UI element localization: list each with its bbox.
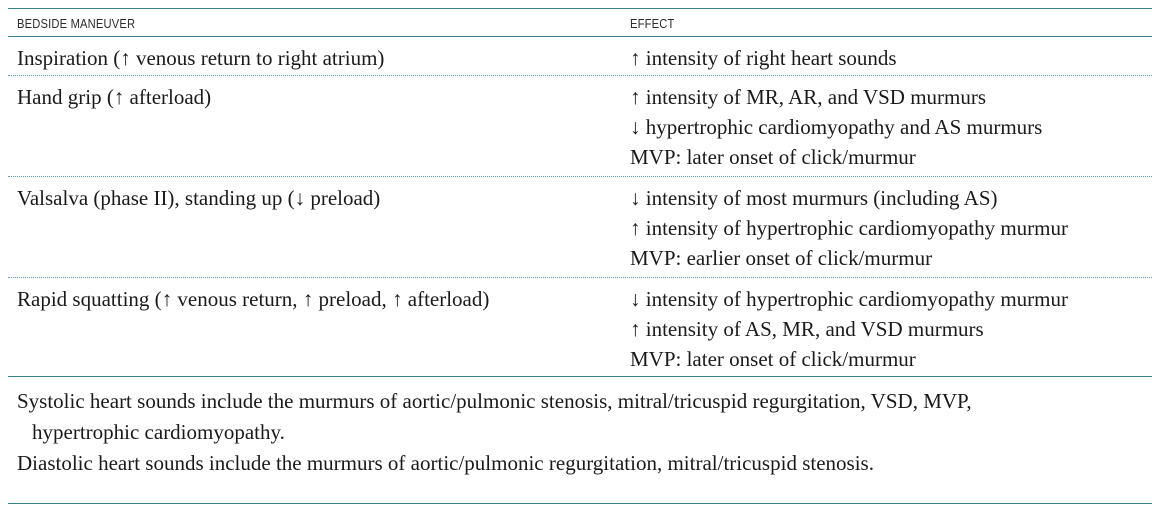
maneuver-cell: Valsalva (phase II), standing up (↓ prel…	[17, 186, 381, 210]
effect-cell: ↓ intensity of hypertrophic cardiomyopat…	[630, 284, 1068, 374]
effect-line: ↓ hypertrophic cardiomyopathy and AS mur…	[630, 115, 1043, 139]
table-row-hand-grip: Hand grip (↑ afterload) ↑ intensity of M…	[8, 76, 1152, 177]
header-effect: EFFECT	[630, 16, 675, 31]
effect-line: ↑ intensity of hypertrophic cardiomyopat…	[630, 216, 1068, 240]
effect-cell: ↑ intensity of right heart sounds	[630, 43, 897, 73]
maneuver-cell: Inspiration (↑ venous return to right at…	[17, 46, 385, 70]
maneuver-cell: Rapid squatting (↑ venous return, ↑ prel…	[17, 287, 490, 311]
top-rule	[8, 8, 1152, 9]
effect-line: MVP: later onset of click/murmur	[630, 347, 916, 371]
header-bedside-maneuver: BEDSIDE MANEUVER	[17, 16, 136, 31]
effect-cell: ↑ intensity of MR, AR, and VSD murmurs ↓…	[630, 82, 1042, 172]
effect-line: ↓ intensity of hypertrophic cardiomyopat…	[630, 287, 1068, 311]
maneuver-cell: Hand grip (↑ afterload)	[17, 85, 212, 109]
systolic-note-continued: hypertrophic cardiomyopathy.	[32, 420, 285, 444]
table-row-rapid-squatting: Rapid squatting (↑ venous return, ↑ prel…	[8, 278, 1152, 377]
maneuver-table: BEDSIDE MANEUVER EFFECT Inspiration (↑ v…	[8, 8, 1152, 479]
diastolic-note: Diastolic heart sounds include the murmu…	[17, 451, 874, 475]
systolic-note: Systolic heart sounds include the murmur…	[17, 389, 972, 413]
effect-line: ↓ intensity of most murmurs (including A…	[630, 186, 998, 210]
effect-line: MVP: earlier onset of click/murmur	[630, 246, 933, 270]
bottom-rule	[8, 503, 1152, 504]
effect-line: ↑ intensity of AS, MR, and VSD murmurs	[630, 317, 984, 341]
table-header: BEDSIDE MANEUVER EFFECT	[8, 9, 1152, 37]
effect-line: MVP: later onset of click/murmur	[630, 145, 916, 169]
table-row-valsalva: Valsalva (phase II), standing up (↓ prel…	[8, 177, 1152, 278]
effect-cell: ↓ intensity of most murmurs (including A…	[630, 183, 1068, 273]
effect-line: ↑ intensity of MR, AR, and VSD murmurs	[630, 85, 987, 109]
table-row-inspiration: Inspiration (↑ venous return to right at…	[8, 37, 1152, 76]
footnotes: Systolic heart sounds include the murmur…	[8, 377, 1152, 479]
effect-line: ↑ intensity of right heart sounds	[630, 46, 897, 70]
